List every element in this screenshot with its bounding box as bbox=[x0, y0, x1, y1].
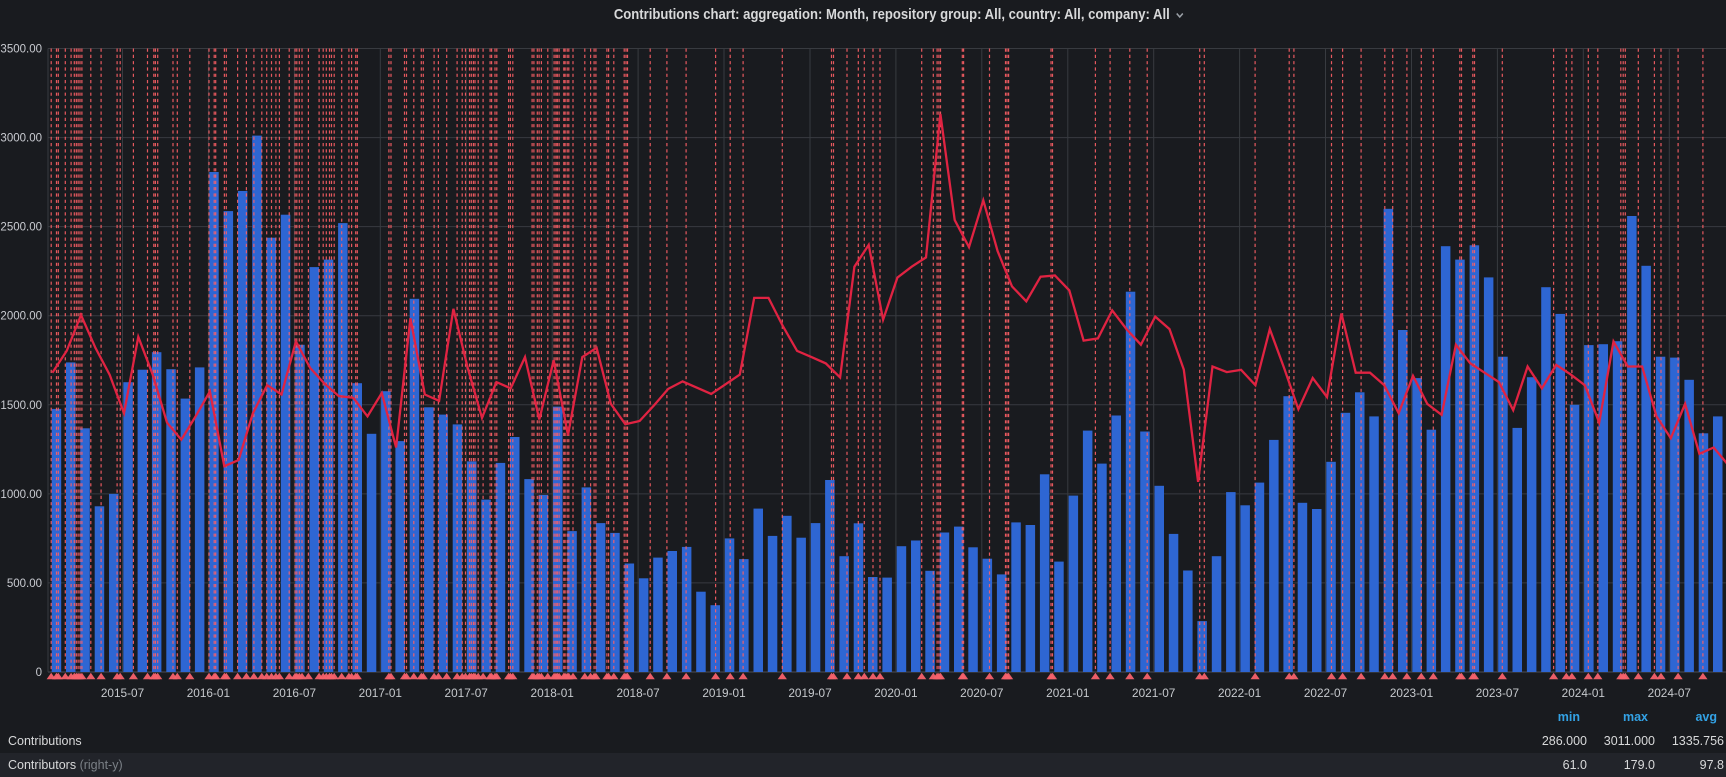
svg-text:2500.00: 2500.00 bbox=[0, 222, 42, 234]
svg-text:2022-07: 2022-07 bbox=[1304, 686, 1347, 700]
svg-text:3000.00: 3000.00 bbox=[0, 133, 42, 145]
svg-text:1500.00: 1500.00 bbox=[0, 400, 42, 412]
svg-text:2017-01: 2017-01 bbox=[359, 686, 402, 700]
svg-text:2023-01: 2023-01 bbox=[1390, 686, 1433, 700]
svg-text:2024-07: 2024-07 bbox=[1648, 686, 1691, 700]
svg-text:2019-01: 2019-01 bbox=[702, 686, 745, 700]
svg-text:2019-07: 2019-07 bbox=[788, 686, 831, 700]
svg-text:2017-07: 2017-07 bbox=[445, 686, 488, 700]
svg-text:0: 0 bbox=[36, 667, 42, 679]
svg-text:1000.00: 1000.00 bbox=[0, 489, 42, 501]
svg-text:2024-01: 2024-01 bbox=[1562, 686, 1605, 700]
svg-text:2015-07: 2015-07 bbox=[101, 686, 144, 700]
svg-text:2018-01: 2018-01 bbox=[531, 686, 574, 700]
svg-text:2021-07: 2021-07 bbox=[1132, 686, 1175, 700]
svg-text:2016-01: 2016-01 bbox=[187, 686, 230, 700]
svg-text:2023-07: 2023-07 bbox=[1476, 686, 1519, 700]
svg-text:2016-07: 2016-07 bbox=[273, 686, 316, 700]
svg-text:2022-01: 2022-01 bbox=[1218, 686, 1261, 700]
svg-text:2021-01: 2021-01 bbox=[1046, 686, 1089, 700]
svg-text:3500.00: 3500.00 bbox=[0, 44, 42, 56]
svg-text:2018-07: 2018-07 bbox=[616, 686, 659, 700]
svg-text:2020-07: 2020-07 bbox=[960, 686, 1003, 700]
svg-text:500.00: 500.00 bbox=[7, 578, 42, 590]
svg-text:2020-01: 2020-01 bbox=[874, 686, 917, 700]
svg-text:2000.00: 2000.00 bbox=[0, 311, 42, 323]
